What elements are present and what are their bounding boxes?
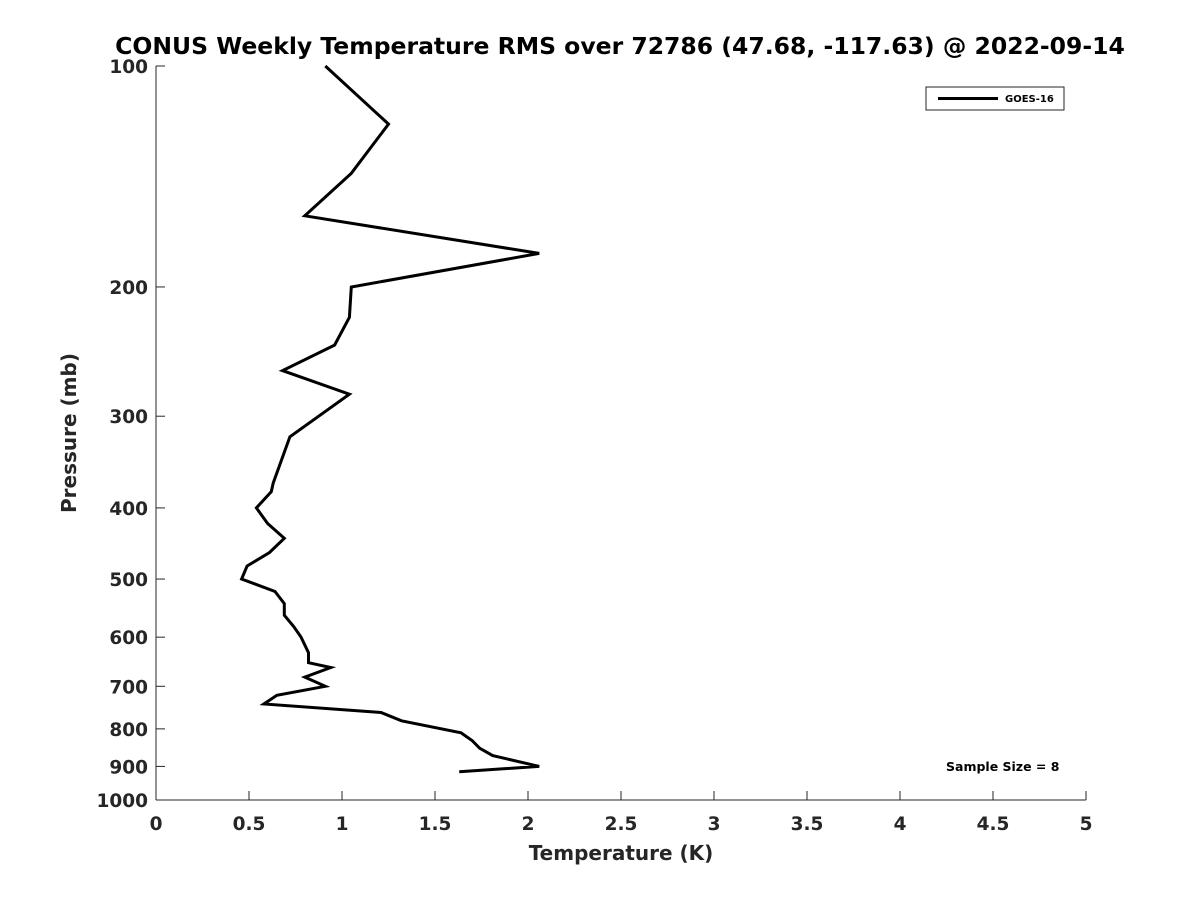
x-tick-label: 4: [894, 814, 907, 835]
y-tick-label: 300: [109, 407, 148, 428]
y-tick-label: 500: [109, 570, 148, 591]
y-tick-label: 600: [109, 628, 148, 649]
legend-label-goes-16: GOES-16: [1005, 94, 1054, 105]
x-tick-label: 0: [150, 814, 163, 835]
x-tick-label: 1: [336, 814, 349, 835]
y-tick-label: 700: [109, 677, 148, 698]
y-ticks: 100 200 300 400 500 600 700 800 900 1000: [97, 57, 165, 812]
y-tick-label: 100: [109, 57, 148, 78]
x-tick-label: 2.5: [605, 814, 638, 835]
y-tick-label: 1000: [97, 791, 149, 812]
legend: GOES-16: [925, 86, 1065, 111]
x-tick-label: 1.5: [419, 814, 452, 835]
x-tick-label: 4.5: [977, 814, 1010, 835]
y-axis-label: Pressure (mb): [57, 353, 81, 513]
x-ticks: 0 0.5 1 1.5 2 2.5 3 3.5 4 4.5 5: [150, 791, 1093, 835]
x-tick-label: 0.5: [233, 814, 266, 835]
x-axis-label: Temperature (K): [529, 841, 714, 865]
series-line-goes-16: [239, 64, 540, 774]
x-tick-label: 3.5: [791, 814, 824, 835]
y-tick-label: 400: [109, 499, 148, 520]
y-tick-label: 800: [109, 720, 148, 741]
chart-title: CONUS Weekly Temperature RMS over 72786 …: [115, 32, 1125, 60]
y-tick-label: 900: [109, 757, 148, 778]
x-tick-label: 2: [522, 814, 535, 835]
series-layer: [239, 64, 540, 774]
x-tick-label: 5: [1080, 814, 1093, 835]
x-tick-label: 3: [708, 814, 721, 835]
sample-size-annotation: Sample Size = 8: [946, 759, 1059, 774]
y-tick-label: 200: [109, 278, 148, 299]
